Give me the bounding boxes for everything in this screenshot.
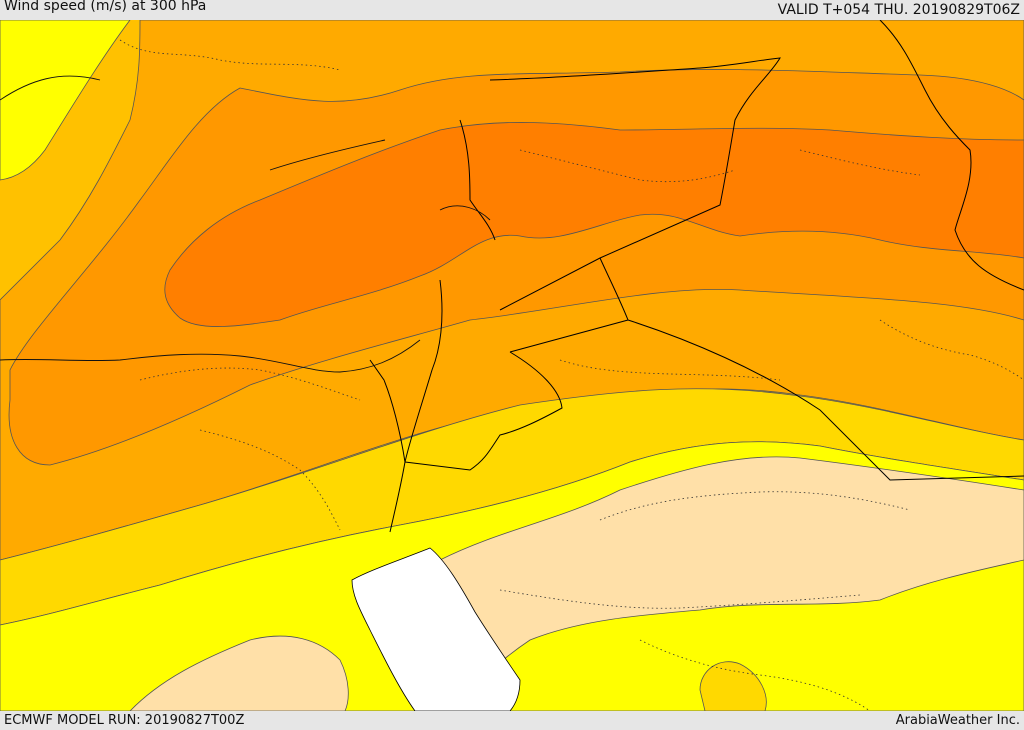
map-footer: ECMWF MODEL RUN: 20190827T00Z ArabiaWeat… <box>0 711 1024 729</box>
band-weak-southwest <box>129 635 349 711</box>
band-small-gold-patch <box>699 661 767 711</box>
model-run-label: ECMWF MODEL RUN: 20190827T00Z <box>4 713 245 728</box>
map-header: Wind speed (m/s) at 300 hPa VALID T+054 … <box>0 0 1024 20</box>
red-sea <box>351 547 521 711</box>
province-boundaries <box>119 39 1024 711</box>
country-borders <box>369 20 1024 533</box>
wind-speed-map <box>0 20 1024 711</box>
coastlines <box>0 75 491 373</box>
map-title: Wind speed (m/s) at 300 hPa <box>4 0 207 14</box>
credit-label: ArabiaWeather Inc. <box>895 713 1020 728</box>
band-jet-core <box>164 122 1024 327</box>
band-weak-east <box>439 456 1024 701</box>
valid-time-label: VALID T+054 THU. 20190829T06Z <box>777 2 1020 18</box>
band-top-left-yellow <box>0 20 131 181</box>
